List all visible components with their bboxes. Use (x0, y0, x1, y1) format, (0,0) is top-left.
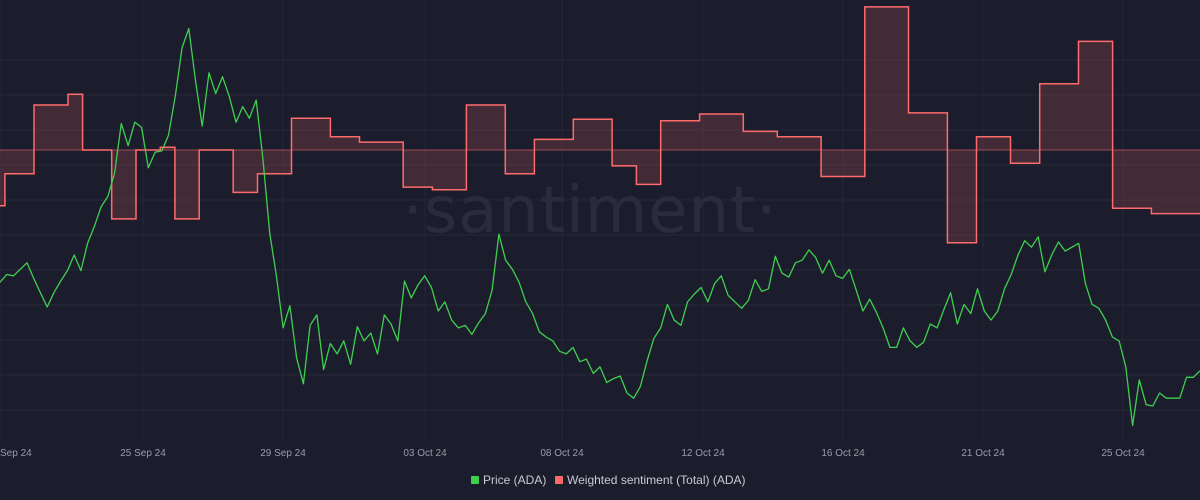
legend-label-sentiment[interactable]: Weighted sentiment (Total) (ADA) (567, 473, 746, 487)
x-tick-label: 21 Oct 24 (961, 448, 1005, 459)
x-tick-label: 03 Oct 24 (403, 448, 447, 459)
legend-swatch-sentiment (555, 476, 563, 484)
x-tick-label: 16 Oct 24 (821, 448, 865, 459)
grid (0, 0, 1200, 440)
x-tick-label: 25 Oct 24 (1101, 448, 1145, 459)
x-tick-label: 08 Oct 24 (540, 448, 584, 459)
legend[interactable]: Price (ADA) Weighted sentiment (Total) (… (471, 473, 746, 487)
santiment-watermark: ·santiment· (402, 174, 777, 248)
legend-label-price[interactable]: Price (ADA) (483, 473, 546, 487)
x-tick-label: Sep 24 (0, 448, 32, 459)
x-axis: Sep 24 25 Sep 24 29 Sep 24 03 Oct 24 08 Oct … (0, 448, 1145, 459)
x-tick-label: 12 Oct 24 (681, 448, 725, 459)
x-tick-label: 25 Sep 24 (120, 448, 166, 459)
x-tick-label: 29 Sep 24 (260, 448, 306, 459)
sentiment-line (0, 6, 1200, 244)
sentiment-series (0, 6, 1200, 244)
price-series (0, 27, 1200, 427)
price-line (0, 27, 1200, 427)
sentiment-area (0, 6, 1200, 243)
legend-swatch-price (471, 476, 479, 484)
